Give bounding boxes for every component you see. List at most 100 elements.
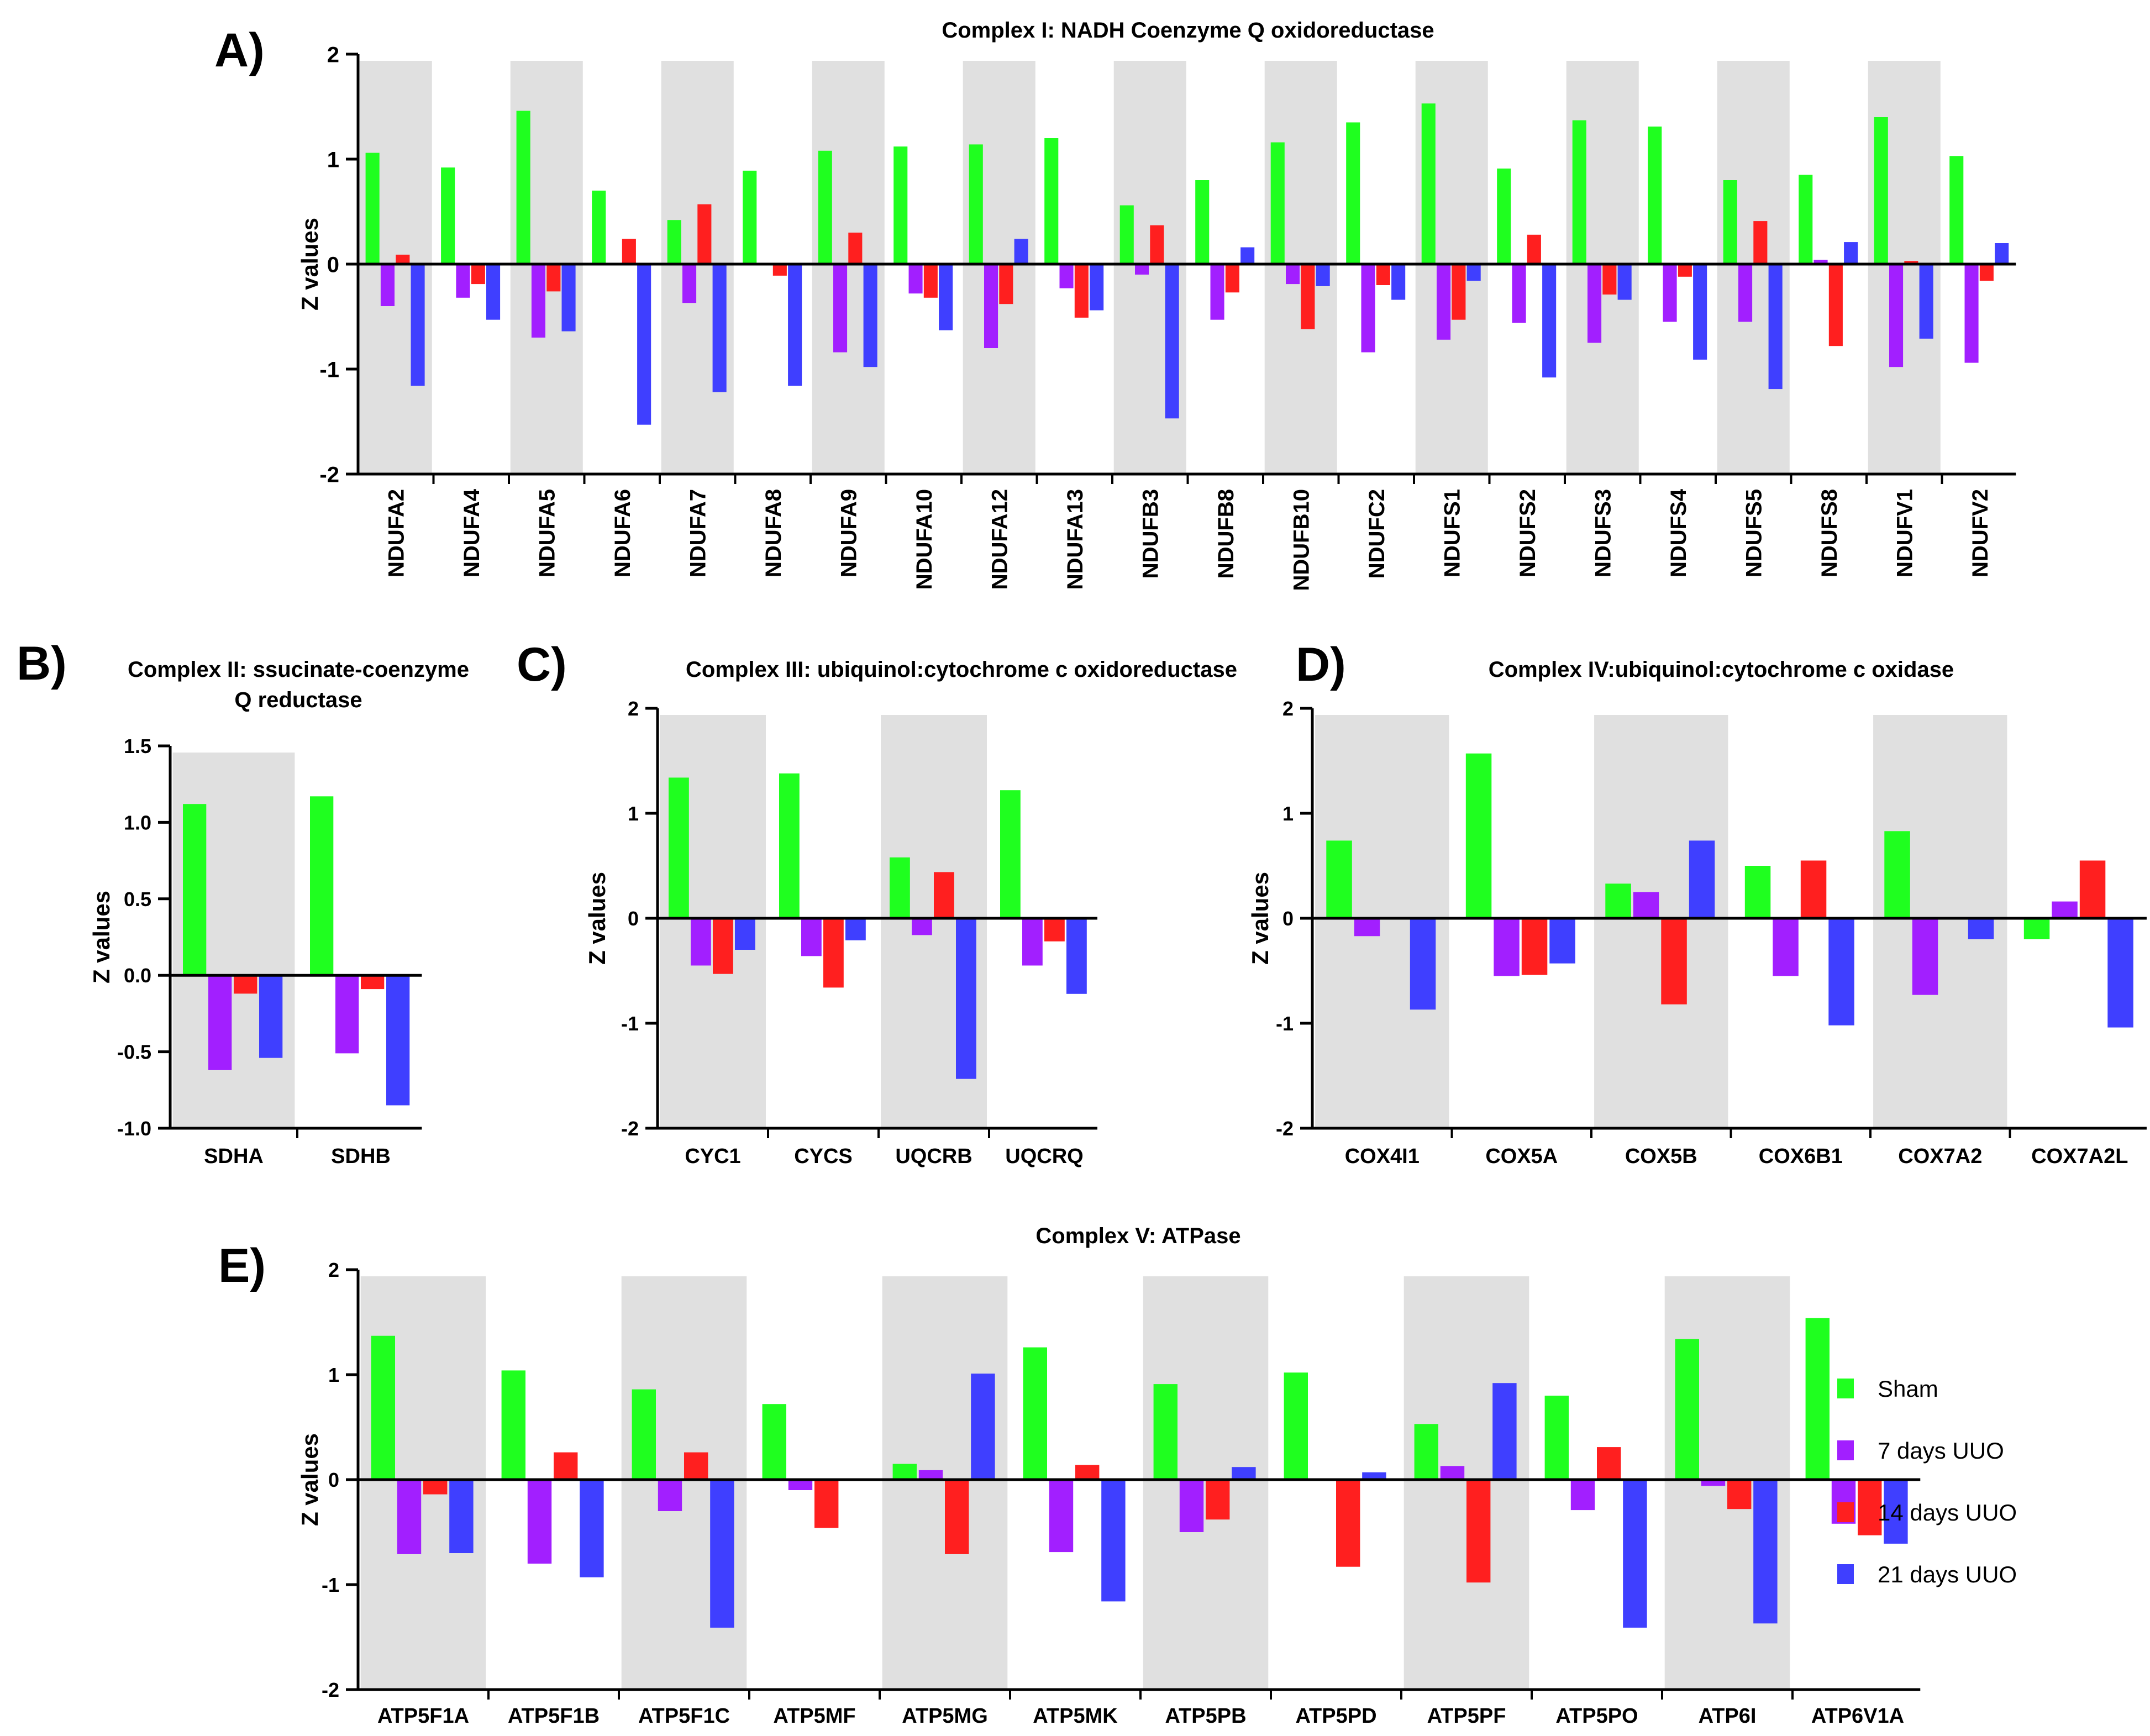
bar-sham-sdhb	[310, 796, 334, 976]
bar-sham-atp5mf	[762, 1404, 786, 1480]
bar-21-days-uuo-cycs	[845, 918, 866, 940]
bar-7-days-uuo-uqcrq	[1022, 918, 1043, 966]
bar-21-days-uuo-atp5mg	[971, 1374, 995, 1480]
bar-21-days-uuo-uqcrq	[1066, 918, 1087, 994]
bar-14-days-uuo-ndufs3	[1602, 264, 1617, 295]
bar-7-days-uuo-ndufa13	[1059, 264, 1074, 288]
category-label: NDUFS3	[1591, 489, 1615, 577]
bar-sham-cox5b	[1605, 883, 1631, 918]
bar-sham-ndufa13	[1044, 138, 1059, 264]
y-tick-label: 2	[628, 697, 639, 720]
bar-21-days-uuo-ndufa9	[863, 264, 877, 367]
bar-7-days-uuo-cox7a2	[1912, 918, 1938, 995]
y-tick-label: -2	[322, 1679, 339, 1701]
bar-14-days-uuo-ndufb8	[1225, 264, 1239, 293]
bar-sham-atp6i	[1675, 1339, 1699, 1480]
bar-21-days-uuo-atp5mk	[1101, 1480, 1126, 1602]
category-label: ATP5PF	[1427, 1705, 1506, 1728]
bar-14-days-uuo-cox5a	[1521, 918, 1548, 975]
bar-21-days-uuo-ndufs5	[1768, 264, 1783, 390]
bar-21-days-uuo-ndufb3	[1165, 264, 1179, 419]
category-label: UQCRQ	[1005, 1145, 1083, 1168]
bar-21-days-uuo-atp6v1a	[1884, 1480, 1908, 1544]
bar-sham-atp5po	[1544, 1396, 1569, 1480]
bar-sham-ndufc2	[1346, 122, 1360, 264]
bar-7-days-uuo-cyc1	[691, 918, 711, 966]
bar-sham-cox4i1	[1326, 840, 1352, 918]
bar-sham-ndufb8	[1195, 180, 1210, 264]
legend-entry: 14 days UUO	[1878, 1500, 2017, 1525]
bar-21-days-uuo-ndufs2	[1542, 264, 1557, 378]
bar-7-days-uuo-cycs	[801, 918, 822, 956]
bar-21-days-uuo-sdha	[259, 975, 283, 1058]
bar-21-days-uuo-ndufv1	[1919, 264, 1933, 339]
bar-7-days-uuo-ndufs4	[1663, 264, 1677, 322]
bar-7-days-uuo-ndufv1	[1889, 264, 1904, 367]
category-label: NDUFS8	[1817, 489, 1842, 577]
bar-sham-atp5f1c	[632, 1389, 656, 1480]
legend-swatch	[1837, 1379, 1854, 1398]
shade-band	[963, 61, 1035, 473]
bar-21-days-uuo-ndufb10	[1316, 264, 1330, 286]
y-axis-label: Z values	[88, 891, 114, 983]
bar-14-days-uuo-atp5mg	[945, 1480, 969, 1554]
bar-14-days-uuo-ndufb3	[1150, 225, 1164, 264]
y-tick-label: 2	[1282, 697, 1294, 720]
bar-21-days-uuo-atp5pd	[1362, 1472, 1386, 1480]
category-label: NDUFV1	[1893, 489, 1917, 577]
bar-sham-cox5a	[1465, 753, 1492, 918]
category-label: NDUFS1	[1440, 489, 1464, 577]
bar-21-days-uuo-ndufs1	[1466, 264, 1481, 281]
y-tick-label: 0.0	[124, 964, 151, 987]
category-label: NDUFS4	[1667, 488, 1691, 577]
bar-7-days-uuo-atp5po	[1570, 1480, 1595, 1511]
legend-entry: 21 days UUO	[1878, 1561, 2017, 1587]
category-label: ATP5PB	[1165, 1705, 1246, 1728]
chart-title: Complex IV:ubiquinol:cytochrome c oxidas…	[1489, 657, 1954, 682]
bar-14-days-uuo-uqcrb	[934, 872, 954, 918]
category-label: NDUFA13	[1063, 489, 1087, 590]
bar-sham-cox7a2	[1884, 831, 1910, 918]
bar-14-days-uuo-ndufc2	[1376, 264, 1390, 285]
bar-sham-ndufa7	[667, 220, 681, 264]
category-label: ATP5F1A	[377, 1705, 469, 1728]
bar-sham-ndufb10	[1270, 142, 1285, 264]
bar-sham-ndufv1	[1874, 117, 1888, 264]
bar-7-days-uuo-ndufb3	[1135, 264, 1149, 275]
bar-7-days-uuo-ndufb10	[1286, 264, 1300, 285]
bar-sham-cox7a2l	[2023, 918, 2050, 939]
bar-sham-atp6v1a	[1805, 1318, 1830, 1480]
bar-21-days-uuo-atp5f1c	[710, 1480, 734, 1628]
bar-7-days-uuo-atp5f1c	[658, 1480, 682, 1511]
chart-title-line2: Q reductase	[234, 688, 362, 712]
bar-sham-ndufa10	[893, 146, 908, 264]
y-axis-label: Z values	[1247, 872, 1273, 965]
category-label: ATP5MG	[902, 1705, 988, 1728]
bar-14-days-uuo-cox6b1	[1800, 860, 1827, 918]
category-label: NDUFA4	[460, 488, 484, 577]
bar-sham-ndufs4	[1648, 127, 1662, 264]
bar-7-days-uuo-atp5f1a	[397, 1480, 422, 1554]
legend: Sham 7 days UUO 14 days UUO 21 days UUO	[1837, 1376, 2017, 1587]
bar-14-days-uuo-ndufs2	[1527, 234, 1541, 264]
bar-sham-ndufa5	[516, 111, 530, 264]
legend-swatch	[1837, 1440, 1854, 1460]
y-tick-label: -0.5	[117, 1041, 151, 1064]
y-tick-label: -1.0	[117, 1117, 151, 1140]
bar-14-days-uuo-ndufa5	[546, 264, 561, 292]
category-label: CYCS	[794, 1145, 853, 1168]
y-tick-label: 1	[327, 148, 339, 172]
panel-label: D)	[1296, 638, 1346, 691]
bar-21-days-uuo-atp5pf	[1492, 1383, 1517, 1480]
bar-14-days-uuo-atp6i	[1727, 1480, 1752, 1509]
bar-14-days-uuo-ndufa10	[923, 264, 938, 298]
bar-21-days-uuo-ndufa5	[561, 264, 576, 332]
bar-7-days-uuo-cox5b	[1633, 892, 1659, 918]
y-axis-label: Z values	[584, 872, 610, 965]
bar-14-days-uuo-ndufs8	[1828, 264, 1843, 346]
bar-sham-atp5pf	[1414, 1424, 1438, 1480]
bar-sham-cox6b1	[1744, 866, 1771, 918]
panel-d: 2 1 0 -1 -2 COX4I1 COX5A COX5B COX6B1 COX7A2 COX7A…	[1247, 638, 2147, 1168]
y-tick-label: 2	[327, 43, 339, 67]
category-label: NDUFS2	[1516, 489, 1540, 577]
